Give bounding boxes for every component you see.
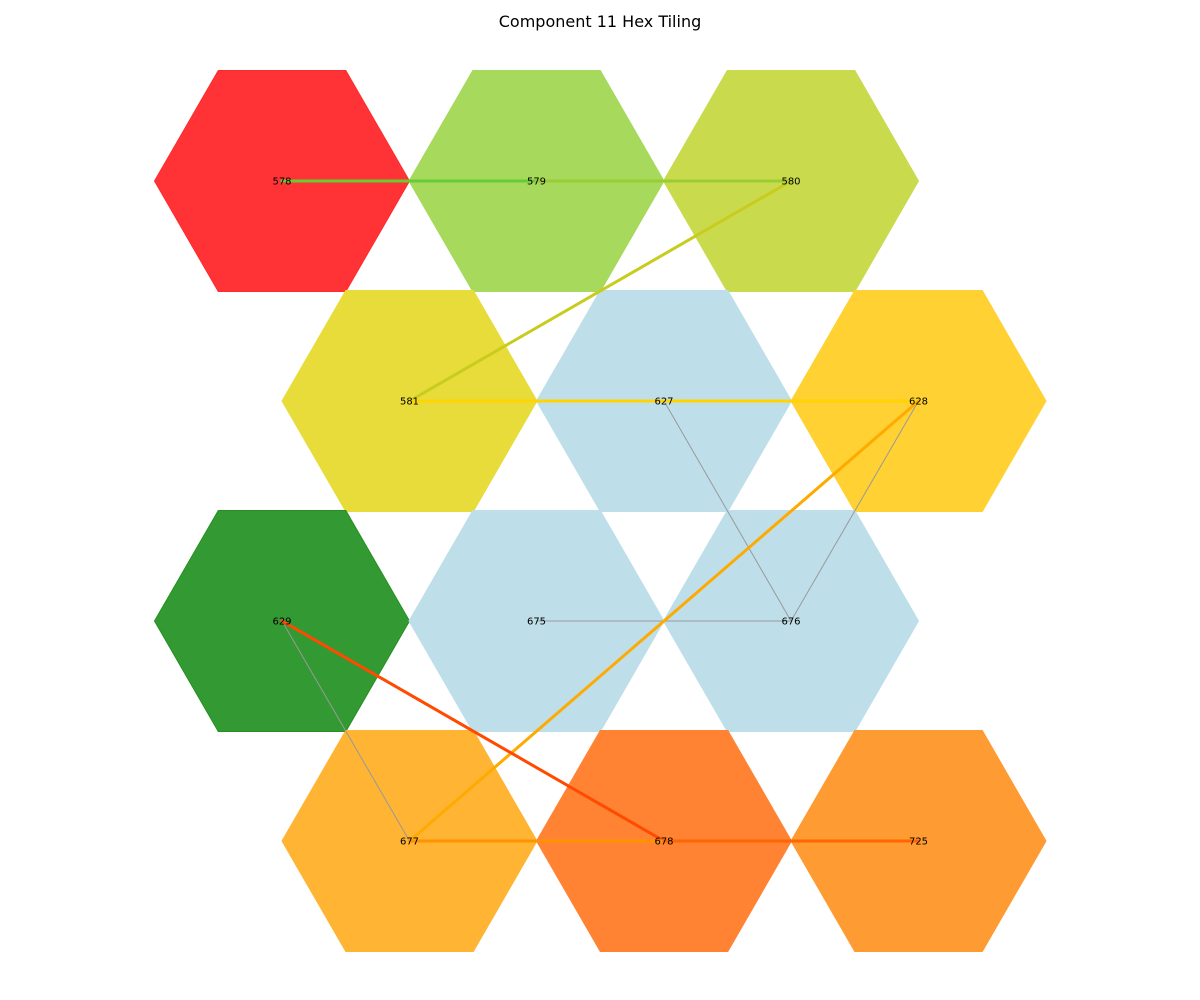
label-layer: 578 579 580 581 627 628 629 675 676 677 678 725	[272, 177, 928, 848]
hex-label-675: 675	[527, 617, 546, 628]
hex-label-629: 629	[272, 617, 291, 628]
edge-629-677	[281, 620, 410, 842]
edge-629-678	[280, 619, 666, 843]
hex-label-581: 581	[400, 397, 419, 408]
hex-label-676: 676	[781, 617, 800, 628]
hex-label-725: 725	[909, 837, 928, 848]
edge-628-676	[790, 400, 919, 622]
hex-label-580: 580	[781, 177, 800, 188]
hex-label-677: 677	[400, 837, 419, 848]
hex-label-627: 627	[654, 397, 673, 408]
hex-layer	[153, 70, 1047, 952]
hex-label-628: 628	[909, 397, 928, 408]
hex-label-678: 678	[654, 837, 673, 848]
diagram-title: Component 11 Hex Tiling	[498, 12, 702, 31]
edge-627-676	[663, 400, 792, 622]
hex-label-579: 579	[527, 177, 546, 188]
hex-label-578: 578	[272, 177, 291, 188]
edge-layer	[280, 179, 920, 843]
edge-628-677	[408, 399, 920, 843]
edge-580-581	[408, 179, 793, 403]
